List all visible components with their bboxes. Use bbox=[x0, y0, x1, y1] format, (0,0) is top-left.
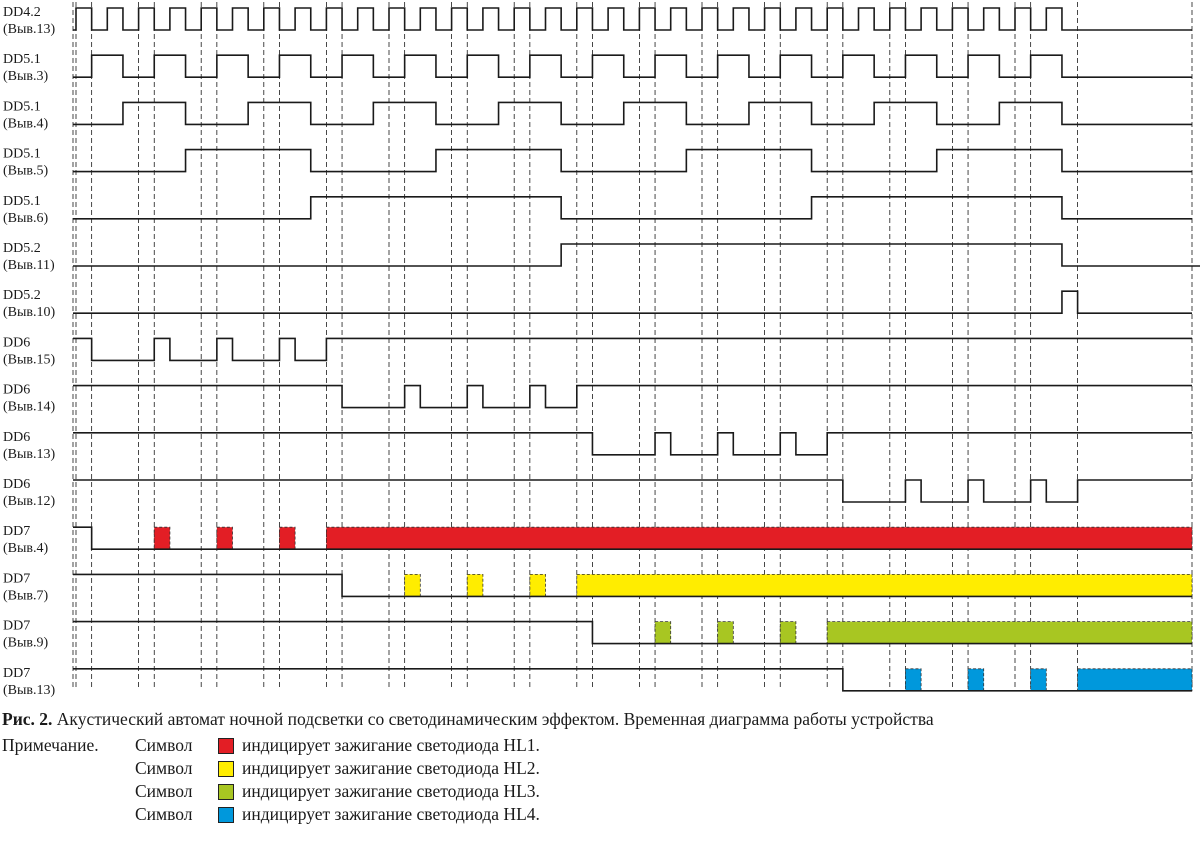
note-description: индицирует зажигание светодиода HL1. bbox=[242, 735, 540, 755]
signal-name-label: DD6 bbox=[3, 335, 30, 350]
signal-name-label: DD5.1 bbox=[3, 147, 41, 162]
signal-name-label: DD7 bbox=[3, 619, 30, 634]
signal-name-label: DD5.2 bbox=[3, 288, 41, 303]
signal-name-label: DD7 bbox=[3, 524, 30, 539]
hl4-pulse-block bbox=[967, 668, 985, 692]
figure-caption: Рис. 2. Акустический автомат ночной подс… bbox=[2, 709, 1200, 730]
note-symbol-label: Символ bbox=[135, 735, 193, 755]
wave-dd5-1-pin6 bbox=[73, 196, 1192, 220]
note-heading: Примечание. bbox=[2, 735, 99, 755]
signal-pin-label: (Выв.11) bbox=[3, 258, 55, 273]
wave-dd7-out-2 bbox=[73, 573, 1192, 598]
figure-caption-text: Акустический автомат ночной подсветки со… bbox=[52, 709, 934, 729]
figure-label: Рис. 2. bbox=[2, 709, 53, 729]
note-symbol-label: Символ bbox=[135, 758, 193, 778]
wave-dd7-out-3 bbox=[73, 620, 1192, 645]
wave-dd5-1-pin3 bbox=[73, 54, 1192, 78]
signal-name-label: DD5.1 bbox=[3, 52, 41, 67]
signal-pin-label: (Выв.4) bbox=[3, 116, 49, 131]
note-symbol-label: Символ bbox=[135, 804, 193, 824]
hl3-pulse-block bbox=[717, 621, 734, 644]
signal-name-label: DD6 bbox=[3, 383, 30, 398]
led-fill-blocks bbox=[153, 526, 1193, 692]
signal-pin-label: (Выв.15) bbox=[3, 352, 56, 367]
wave-dd5-2-pin10 bbox=[73, 290, 1192, 314]
hl1-pulse-block bbox=[279, 526, 296, 550]
signal-pin-label: (Выв.4) bbox=[3, 541, 49, 556]
signal-name-label: DD7 bbox=[3, 666, 30, 681]
signal-name-label: DD4.2 bbox=[3, 5, 41, 20]
wave-dd5-1-pin4 bbox=[73, 101, 1192, 126]
hl1-on-block bbox=[325, 526, 1193, 550]
hl2-pulse-block bbox=[466, 574, 484, 597]
signal-name-label: DD5.1 bbox=[3, 194, 41, 209]
hl4-on-block bbox=[1077, 668, 1193, 692]
hl1-color-swatch bbox=[218, 738, 234, 754]
note-description: индицирует зажигание светодиода HL4. bbox=[242, 804, 540, 824]
note-description: индицирует зажигание светодиода HL3. bbox=[242, 781, 540, 801]
wave-dd6-out-3 bbox=[73, 432, 1192, 456]
wave-dd4-2-pin13 bbox=[73, 7, 1192, 31]
waveforms bbox=[73, 7, 1200, 692]
hl3-pulse-block bbox=[779, 621, 797, 644]
wave-dd6-out-2 bbox=[73, 384, 1192, 409]
signal-pin-label: (Выв.3) bbox=[3, 69, 49, 84]
signal-pin-label: (Выв.14) bbox=[3, 400, 56, 415]
hl4-pulse-block bbox=[1030, 668, 1047, 692]
hl4-pulse-block bbox=[905, 668, 922, 692]
hl1-pulse-block bbox=[216, 526, 233, 550]
wave-dd5-2-pin11 bbox=[73, 243, 1200, 267]
signal-pin-label: (Выв.13) bbox=[3, 22, 56, 37]
hl2-pulse-block bbox=[404, 574, 421, 597]
signal-pin-label: (Выв.12) bbox=[3, 494, 56, 509]
wave-dd7-out-4 bbox=[73, 668, 1192, 692]
signal-pin-label: (Выв.5) bbox=[3, 164, 49, 179]
hl4-color-swatch bbox=[218, 807, 234, 823]
timing-diagram: DD4.2 (Выв.13) DD5.1 (Выв.3) DD5.1 (Выв.4) DD5… bbox=[3, 2, 1200, 698]
signal-name-label: DD5.2 bbox=[3, 241, 41, 256]
signal-name-label: DD7 bbox=[3, 571, 30, 586]
hl2-color-swatch bbox=[218, 761, 234, 777]
note-description: индицирует зажигание светодиода HL2. bbox=[242, 758, 540, 778]
hl3-color-swatch bbox=[218, 784, 234, 800]
hl2-on-block bbox=[576, 574, 1193, 597]
hl3-pulse-block bbox=[654, 621, 672, 644]
wave-dd6-out-1 bbox=[73, 337, 1192, 362]
signal-pin-label: (Выв.13) bbox=[3, 683, 56, 698]
signal-pin-label: (Выв.7) bbox=[3, 588, 49, 603]
signal-pin-label: (Выв.10) bbox=[3, 305, 56, 320]
signal-labels: DD4.2 (Выв.13) DD5.1 (Выв.3) DD5.1 (Выв.4) DD5… bbox=[3, 5, 56, 698]
hl2-pulse-block bbox=[529, 574, 546, 597]
signal-name-label: DD6 bbox=[3, 477, 30, 492]
hl3-on-block bbox=[826, 621, 1193, 644]
note-symbol-label: Символ bbox=[135, 781, 193, 801]
wave-dd7-out-1 bbox=[73, 526, 1192, 550]
signal-pin-label: (Выв.6) bbox=[3, 211, 49, 226]
wave-dd5-1-pin5 bbox=[73, 148, 1192, 173]
signal-name-label: DD6 bbox=[3, 430, 30, 445]
signal-pin-label: (Выв.9) bbox=[3, 636, 49, 651]
signal-name-label: DD5.1 bbox=[3, 99, 41, 114]
signal-pin-label: (Выв.13) bbox=[3, 447, 56, 462]
hl1-pulse-block bbox=[153, 526, 171, 550]
wave-dd6-out-4 bbox=[73, 479, 1192, 503]
